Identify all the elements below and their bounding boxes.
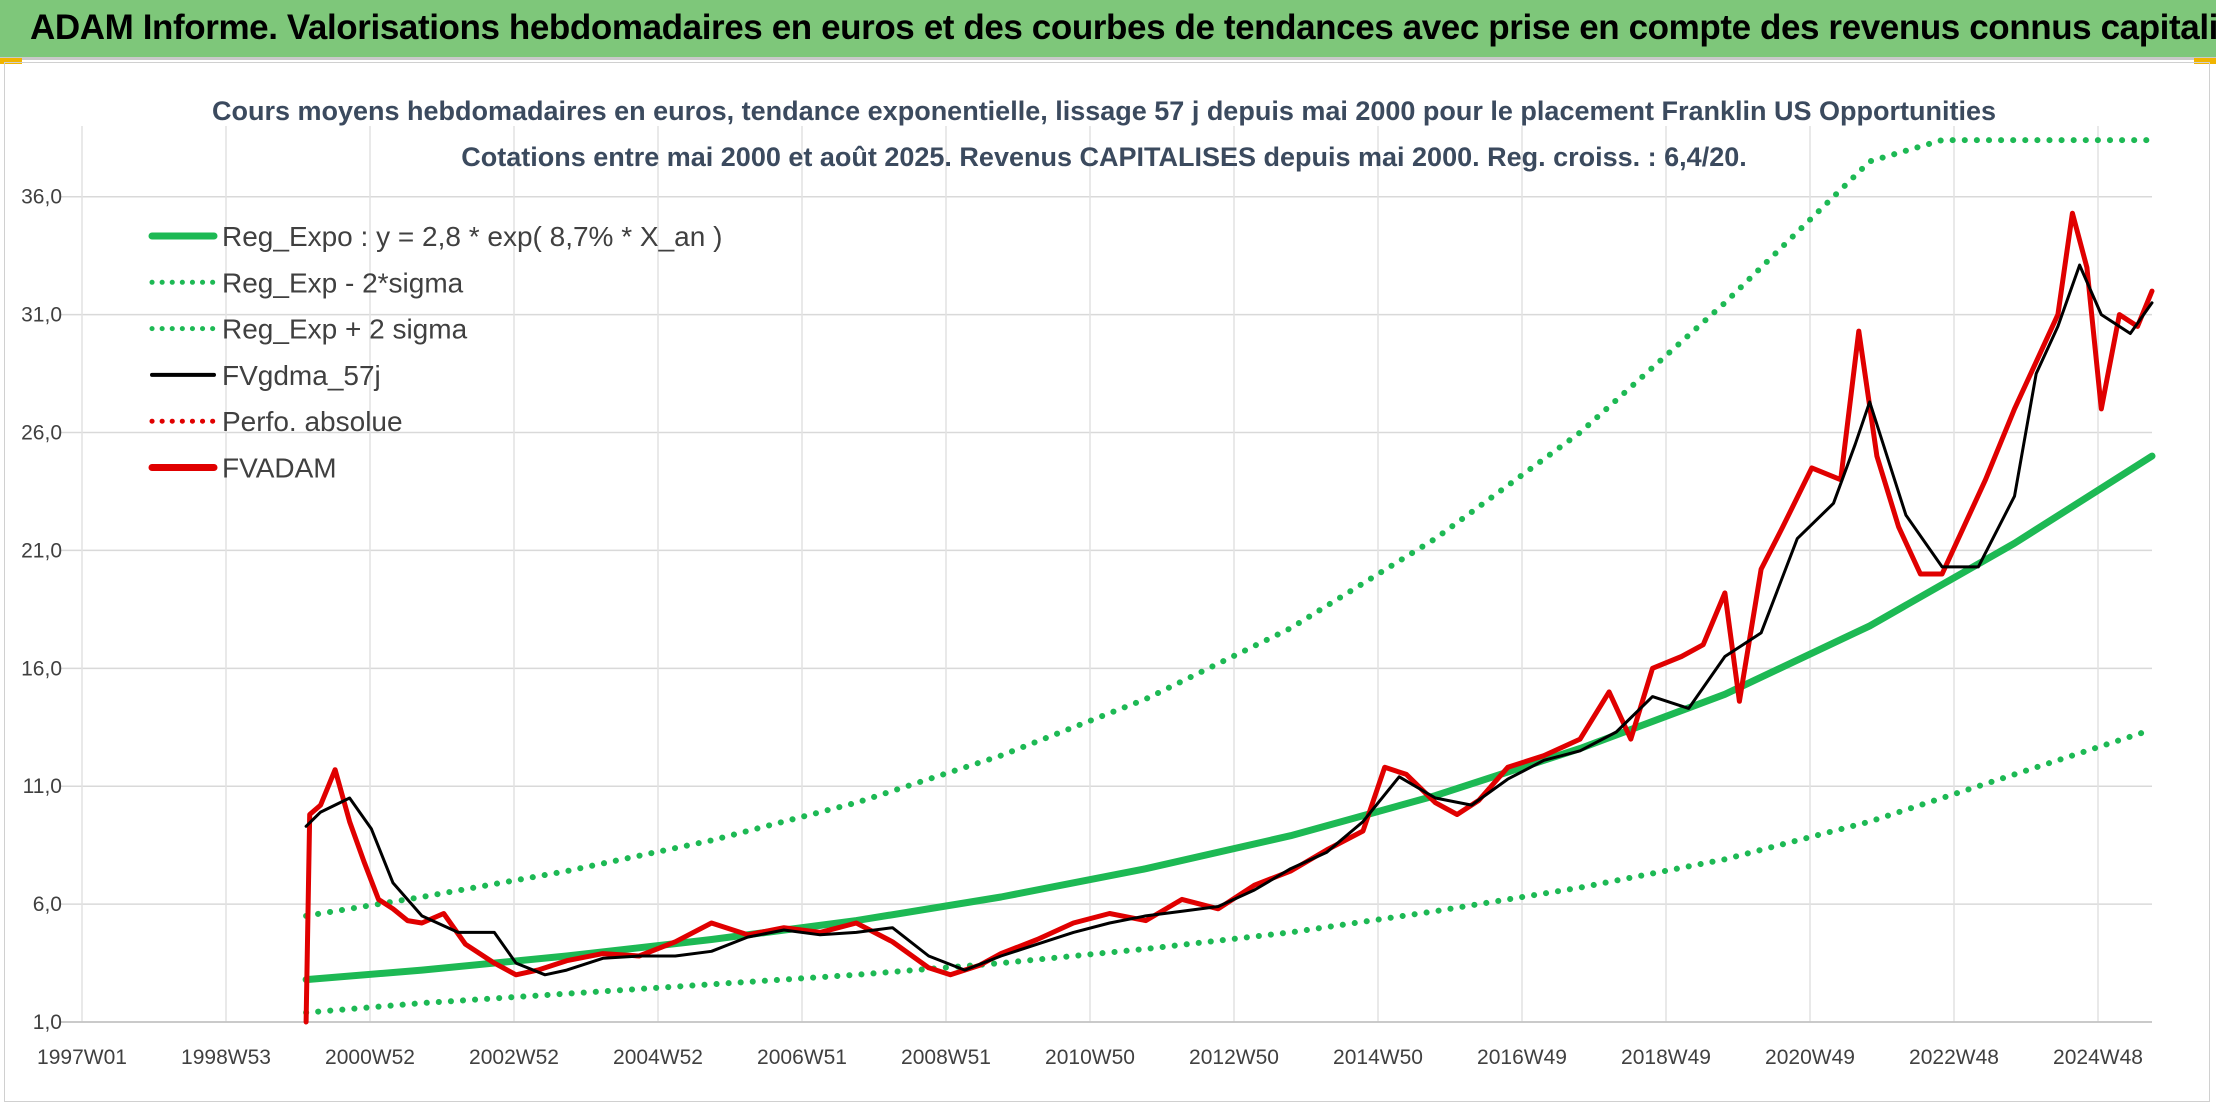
series-line xyxy=(303,137,2155,919)
chart-series xyxy=(302,137,2156,1025)
y-tick-label: 36,0 xyxy=(21,186,62,209)
x-tick-label: 1997W01 xyxy=(37,1046,127,1069)
y-tick-label: 16,0 xyxy=(21,657,62,680)
x-tick-label: 2006W51 xyxy=(757,1046,847,1069)
x-tick-label: 2024W48 xyxy=(2053,1046,2143,1069)
corner-mark-left xyxy=(0,58,22,64)
y-axis-ticks: 1,0 6,0 11,0 16,0 21,0 26,0 31,0 36,0 xyxy=(21,186,62,1034)
x-tick-label: 2010W50 xyxy=(1045,1046,1135,1069)
x-tick-label: 2004W52 xyxy=(613,1046,703,1069)
x-tick-label: 2008W51 xyxy=(901,1046,991,1069)
report-title: ADAM Informe. Valorisations hebdomadaire… xyxy=(30,8,2216,47)
report-banner: ADAM Informe. Valorisations hebdomadaire… xyxy=(0,0,2216,60)
series-line xyxy=(302,452,2156,984)
y-tick-label: 31,0 xyxy=(21,304,62,327)
legend-label: Reg_Exp + 2 sigma xyxy=(222,314,468,345)
y-tick-label: 11,0 xyxy=(23,775,62,798)
legend-label: FVgdma_57j xyxy=(222,360,381,391)
x-tick-label: 2020W49 xyxy=(1765,1046,1855,1069)
x-tick-label: 2014W50 xyxy=(1333,1046,1423,1069)
legend-label: FVADAM xyxy=(222,453,337,484)
x-tick-label: 2022W48 xyxy=(1909,1046,1999,1069)
legend-label: Reg_Expo : y = 2,8 * exp( 8,7% * X_an ) xyxy=(222,221,722,252)
corner-mark-right xyxy=(2194,58,2216,64)
x-tick-label: 2012W50 xyxy=(1189,1046,1279,1069)
x-axis-ticks: 1997W01 1998W53 2000W52 2002W52 2004W52 2006W… xyxy=(37,1046,2143,1069)
chart-grid xyxy=(60,126,2152,1023)
chart-title-line2: Cotations entre mai 2000 et août 2025. R… xyxy=(461,142,1746,172)
x-tick-label: 2016W49 xyxy=(1477,1046,1567,1069)
series-line xyxy=(303,726,2155,1016)
x-tick-label: 2002W52 xyxy=(469,1046,559,1069)
series-line xyxy=(304,263,2154,977)
chart-legend: Reg_Expo : y = 2,8 * exp( 8,7% * X_an ) R… xyxy=(148,221,722,484)
x-tick-label: 2018W49 xyxy=(1621,1046,1711,1069)
legend-label: Perfo. absolue xyxy=(222,406,403,437)
y-tick-label: 21,0 xyxy=(21,539,62,562)
chart-title-line1: Cours moyens hebdomadaires en euros, ten… xyxy=(212,96,1996,126)
legend-label: Reg_Exp - 2*sigma xyxy=(222,267,464,298)
y-tick-label: 26,0 xyxy=(21,422,62,445)
y-tick-label: 1,0 xyxy=(33,1011,62,1034)
chart-frame xyxy=(4,62,2210,1102)
x-tick-label: 1998W53 xyxy=(181,1046,271,1069)
y-tick-label: 6,0 xyxy=(33,893,62,916)
x-tick-label: 2000W52 xyxy=(325,1046,415,1069)
